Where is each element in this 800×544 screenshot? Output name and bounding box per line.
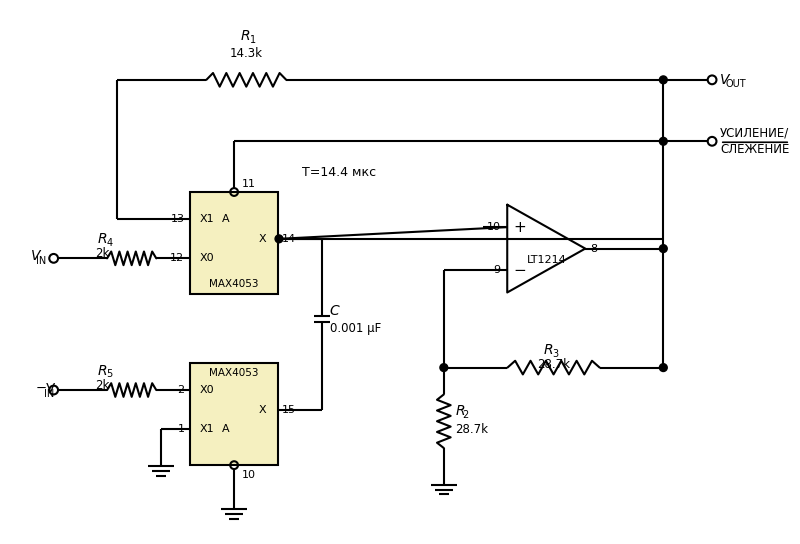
Text: 2: 2 (462, 410, 469, 421)
Text: T=14.4 мкс: T=14.4 мкс (302, 166, 377, 179)
Text: 5: 5 (106, 369, 112, 379)
Bar (190, 363, 278, 465)
Text: V: V (720, 73, 730, 87)
Text: MAX4053: MAX4053 (210, 279, 259, 289)
Text: 3: 3 (553, 349, 558, 359)
Text: СЛЕЖЕНИЕ: СЛЕЖЕНИЕ (720, 143, 790, 156)
Text: 15: 15 (282, 405, 296, 415)
Text: 28.7k: 28.7k (455, 423, 489, 436)
Text: R: R (241, 29, 250, 43)
Text: −V: −V (36, 381, 56, 394)
Text: X: X (258, 405, 266, 415)
Text: X0: X0 (200, 385, 214, 395)
Circle shape (659, 245, 667, 252)
Text: X1: X1 (200, 214, 214, 224)
Text: 10: 10 (486, 222, 501, 232)
Circle shape (659, 364, 667, 372)
Text: A: A (222, 214, 229, 224)
Circle shape (275, 235, 283, 243)
Text: X1: X1 (200, 424, 214, 434)
Circle shape (659, 138, 667, 145)
Text: 11: 11 (242, 179, 256, 189)
Text: MAX4053: MAX4053 (210, 368, 259, 379)
Text: 10: 10 (242, 470, 256, 480)
Text: −: − (514, 263, 526, 277)
Text: IN: IN (35, 256, 46, 266)
Bar (190, 192, 278, 294)
Text: R: R (98, 363, 107, 378)
Text: X: X (258, 234, 266, 244)
Text: 28.7k: 28.7k (537, 358, 570, 371)
Text: A: A (222, 424, 229, 434)
Text: 8: 8 (590, 244, 598, 254)
Text: 4: 4 (106, 238, 112, 248)
Text: 0.001 μF: 0.001 μF (330, 322, 381, 335)
Text: 2k: 2k (95, 379, 110, 392)
Text: 1: 1 (250, 35, 256, 45)
Text: 2: 2 (178, 385, 184, 395)
Text: IN: IN (44, 389, 54, 399)
Text: R: R (544, 343, 554, 357)
Text: R: R (98, 232, 107, 246)
Text: 12: 12 (170, 254, 184, 263)
Text: 2k: 2k (95, 247, 110, 260)
Text: C: C (330, 304, 339, 318)
Text: R: R (455, 405, 465, 418)
Text: X0: X0 (200, 254, 214, 263)
Text: OUT: OUT (726, 79, 746, 89)
Text: LT1214: LT1214 (526, 255, 566, 265)
Circle shape (440, 364, 448, 372)
Text: +: + (514, 220, 526, 234)
Text: 14.3k: 14.3k (230, 47, 262, 60)
Circle shape (659, 76, 667, 84)
Text: 9: 9 (494, 265, 501, 275)
Text: 1: 1 (178, 424, 184, 434)
Text: V: V (30, 249, 40, 263)
Text: 13: 13 (170, 214, 184, 224)
Text: 14: 14 (282, 234, 296, 244)
Text: УСИЛЕНИЕ/: УСИЛЕНИЕ/ (720, 127, 789, 140)
